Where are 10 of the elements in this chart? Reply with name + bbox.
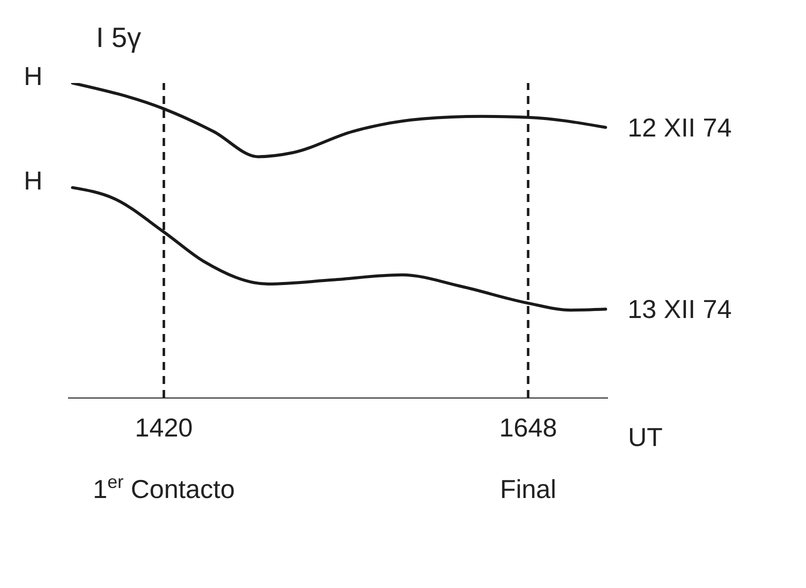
text: H	[24, 166, 42, 196]
x-tick-label: 1420	[134, 412, 193, 442]
text: Final	[500, 474, 556, 504]
series-label: 12 XII 74	[628, 112, 732, 142]
x-axis-title: UT	[628, 422, 663, 452]
series-label: 13 XII 74	[628, 294, 732, 324]
text: H	[24, 61, 42, 91]
x-tick-label: 1648	[499, 412, 558, 442]
text: 1$^{er}$ Contacto	[92, 472, 235, 504]
text: I 5γ	[96, 22, 142, 54]
